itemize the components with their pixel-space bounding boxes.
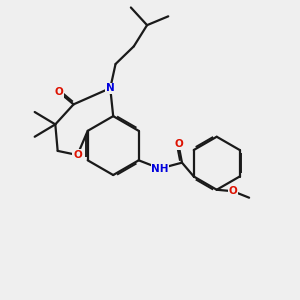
Text: O: O [174,140,183,149]
Text: O: O [229,186,237,196]
Text: N: N [106,83,115,93]
Text: NH: NH [151,164,169,173]
Text: O: O [73,150,82,160]
Text: O: O [55,87,63,97]
